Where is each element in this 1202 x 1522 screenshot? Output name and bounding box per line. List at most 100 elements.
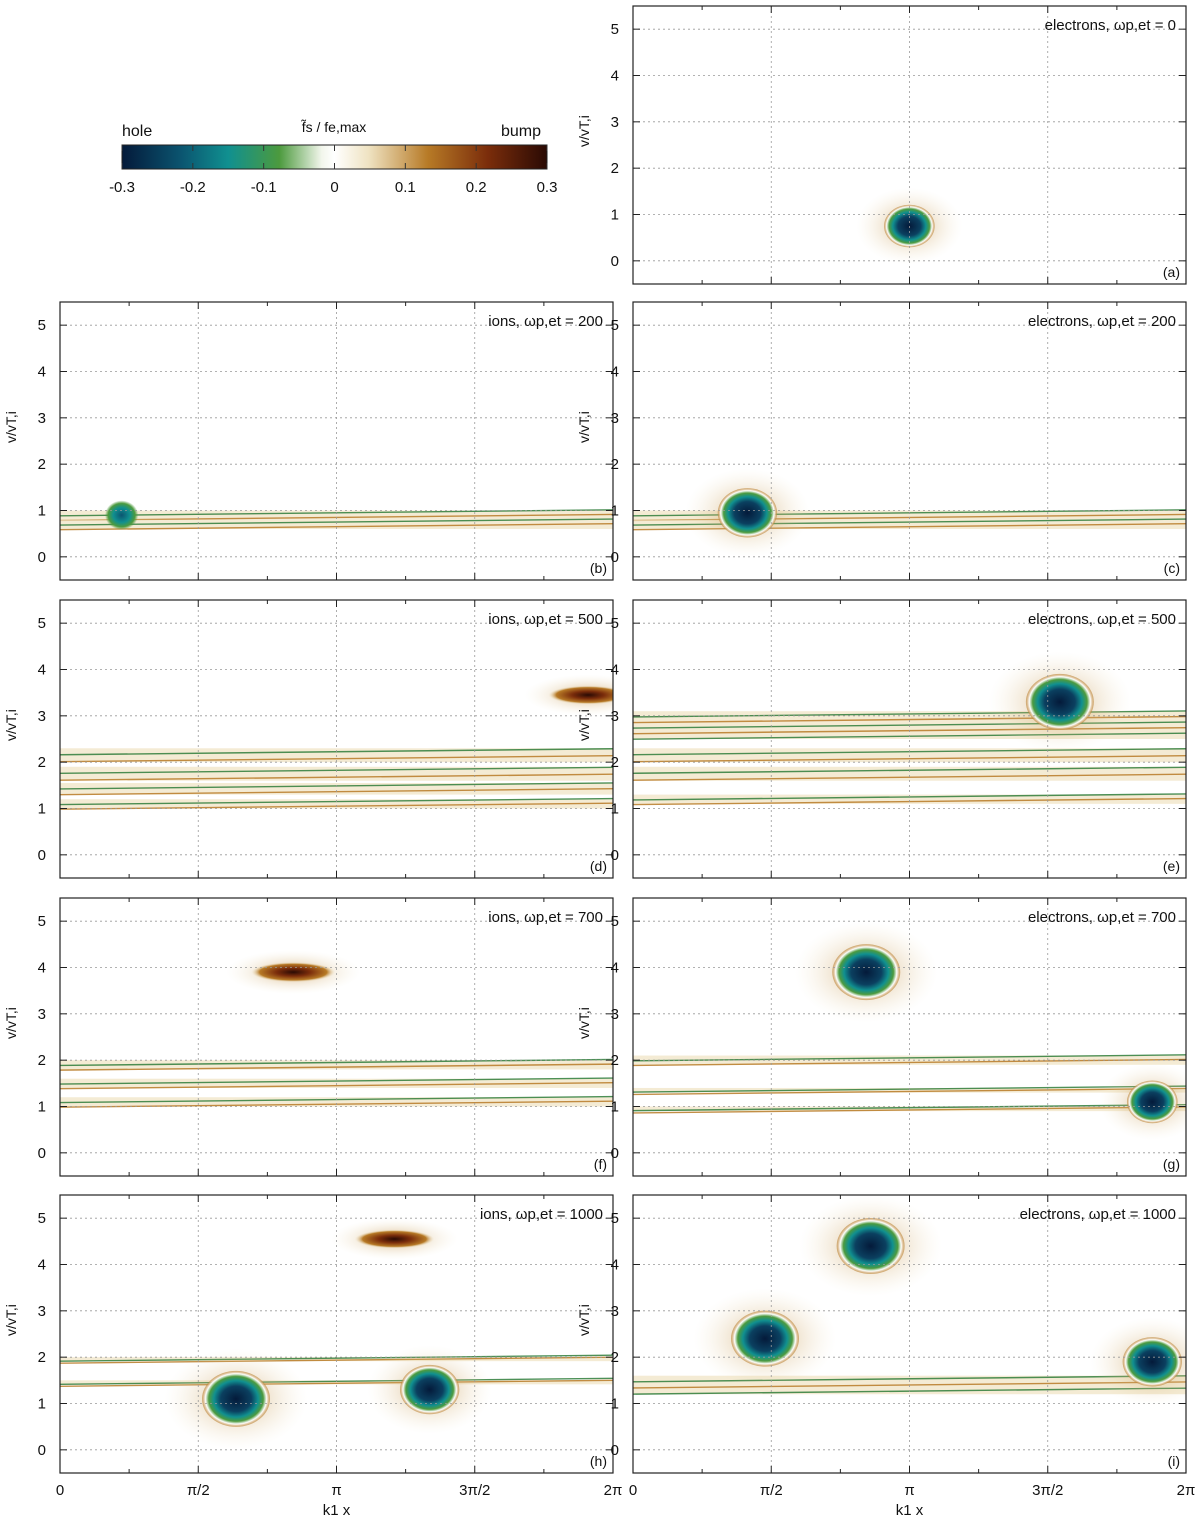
panel-a: 5 4 3 2 1 0 v/vT,i electrons, ωp,et = 0 (a) [576,5,1187,285]
streak-fill [60,1380,613,1385]
y-axis-label: v/vT,i [3,411,19,443]
y-tick-label: 4 [611,68,619,85]
panel-e: 5 4 3 2 1 0 v/vT,i electrons, ωp,et = 500 (e) [576,599,1187,879]
phase-space-filament [633,1103,1186,1112]
y-tick-label: 2 [611,456,619,473]
streak-fill [633,794,1186,804]
colorbar-tick-label: -0.1 [251,179,277,196]
heatmap-h [60,1195,613,1473]
streak-band [633,766,1186,781]
phase-space-filament [633,1087,1186,1096]
heatmap-i [633,1195,1186,1473]
phase-space-hole [104,500,139,530]
y-tick-label: 5 [611,1210,619,1227]
y-tick-label: 1 [611,503,619,520]
y-tick-label: 2 [611,1349,619,1366]
y-tick-label: 5 [38,1210,46,1227]
y-tick-label: 5 [611,317,619,334]
streak-fill [60,1097,613,1107]
phase-space-filament [60,1081,613,1090]
phase-space-filament [633,754,1186,763]
streak-fill [60,1357,613,1362]
y-tick-label: 4 [611,662,619,679]
y-tick-label: 3 [611,708,619,725]
colorbar-tick-label: 0.1 [395,179,416,196]
y-tick-label: 0 [611,1442,619,1459]
panel-letter: (h) [590,1453,607,1469]
y-tick-label: 5 [611,913,619,930]
y-tick-label: 3 [611,1303,619,1320]
x-tick-label: 3π/2 [1032,1482,1063,1499]
y-tick-label: 0 [611,549,619,566]
phase-space-filament [60,754,613,763]
heatmap-a [633,6,1186,284]
y-tick-label: 2 [611,160,619,177]
x-tick-label: 3π/2 [459,1482,490,1499]
panel-h: 5 4 3 2 1 0 v/vT,i 0 π/2 π 3π/2 2π k1 x ions, ωp,et =… [3,1194,623,1519]
x-axis-label: k1 x [896,1502,924,1519]
x-tick-label: 2π [1177,1482,1196,1499]
colorbar-ticks: -0.3 -0.2 -0.1 0 0.1 0.2 0.3 [109,145,557,196]
y-tick-label: 1 [611,1099,619,1116]
streak-fill [633,1087,1186,1093]
x-tick-label: 2π [604,1482,623,1499]
phase-space-hole [832,944,901,1001]
y-tick-label: 0 [38,1145,46,1162]
phase-space-filament [60,773,613,781]
y-tick-label: 3 [38,708,46,725]
grid [60,1195,613,1473]
y-tick-label: 1 [611,207,619,224]
colorbar-title: f̃s / fe,max [300,119,366,135]
phase-space-filament [60,523,613,531]
streak-fill [60,766,613,781]
panel-title: electrons, ωp,et = 1000 [1020,1206,1176,1223]
panel-d: 5 4 3 2 1 0 v/vT,i ions, ωp,et = 500 (d) [3,599,614,879]
grid [633,1195,1186,1473]
y-tick-label: 3 [38,410,46,427]
streak-fill [633,519,1186,530]
streak-fill [633,766,1186,781]
panel-f: 5 4 3 2 1 0 v/vT,i ions, ωp,et = 700 (f) [3,897,614,1177]
x-tick-label: π [904,1482,914,1499]
phase-space-bump [548,685,613,705]
panel-title: electrons, ωp,et = 200 [1028,313,1176,330]
grid [633,6,1186,284]
phase-space-filament [633,1381,1186,1389]
y-tick-label: 4 [38,364,46,381]
y-tick-label: 0 [611,253,619,270]
grid [60,600,613,878]
y-tick-label: 3 [611,1006,619,1023]
heatmap-e [633,600,1186,878]
y-tick-label: 5 [38,615,46,632]
colorbar-tick-label: -0.3 [109,179,135,196]
y-tick-label: 2 [38,1052,46,1069]
y-tick-label: 1 [38,503,46,520]
heatmap-d [60,600,613,878]
phase-space-filament [60,1379,613,1388]
phase-space-filament [60,1354,613,1362]
panel-title: ions, ωp,et = 500 [488,611,603,628]
phase-space-hole [202,1370,271,1427]
streak-fill [60,799,613,809]
phase-space-hole [1122,1337,1182,1387]
y-tick-label: 2 [38,456,46,473]
panel-title: ions, ωp,et = 700 [488,909,603,926]
y-tick-label: 5 [611,21,619,38]
colorbar-tick-label: 0.3 [537,179,558,196]
phase-space-hole [1025,673,1094,730]
y-tick-label: 1 [38,1396,46,1413]
phase-space-hole [399,1364,460,1415]
streak-fill [60,519,613,530]
panel-letter: (c) [1164,560,1180,576]
y-axis-label: v/vT,i [3,1304,19,1336]
phase-space-filament [633,773,1186,781]
y-tick-label: 2 [38,754,46,771]
panel-title: ions, ωp,et = 1000 [480,1206,603,1223]
grid [633,302,1186,580]
x-axis-label: k1 x [323,1502,351,1519]
panel-title: electrons, ωp,et = 700 [1028,909,1176,926]
heatmap-g [633,898,1186,1176]
y-tick-label: 3 [611,410,619,427]
y-tick-label: 1 [611,801,619,818]
